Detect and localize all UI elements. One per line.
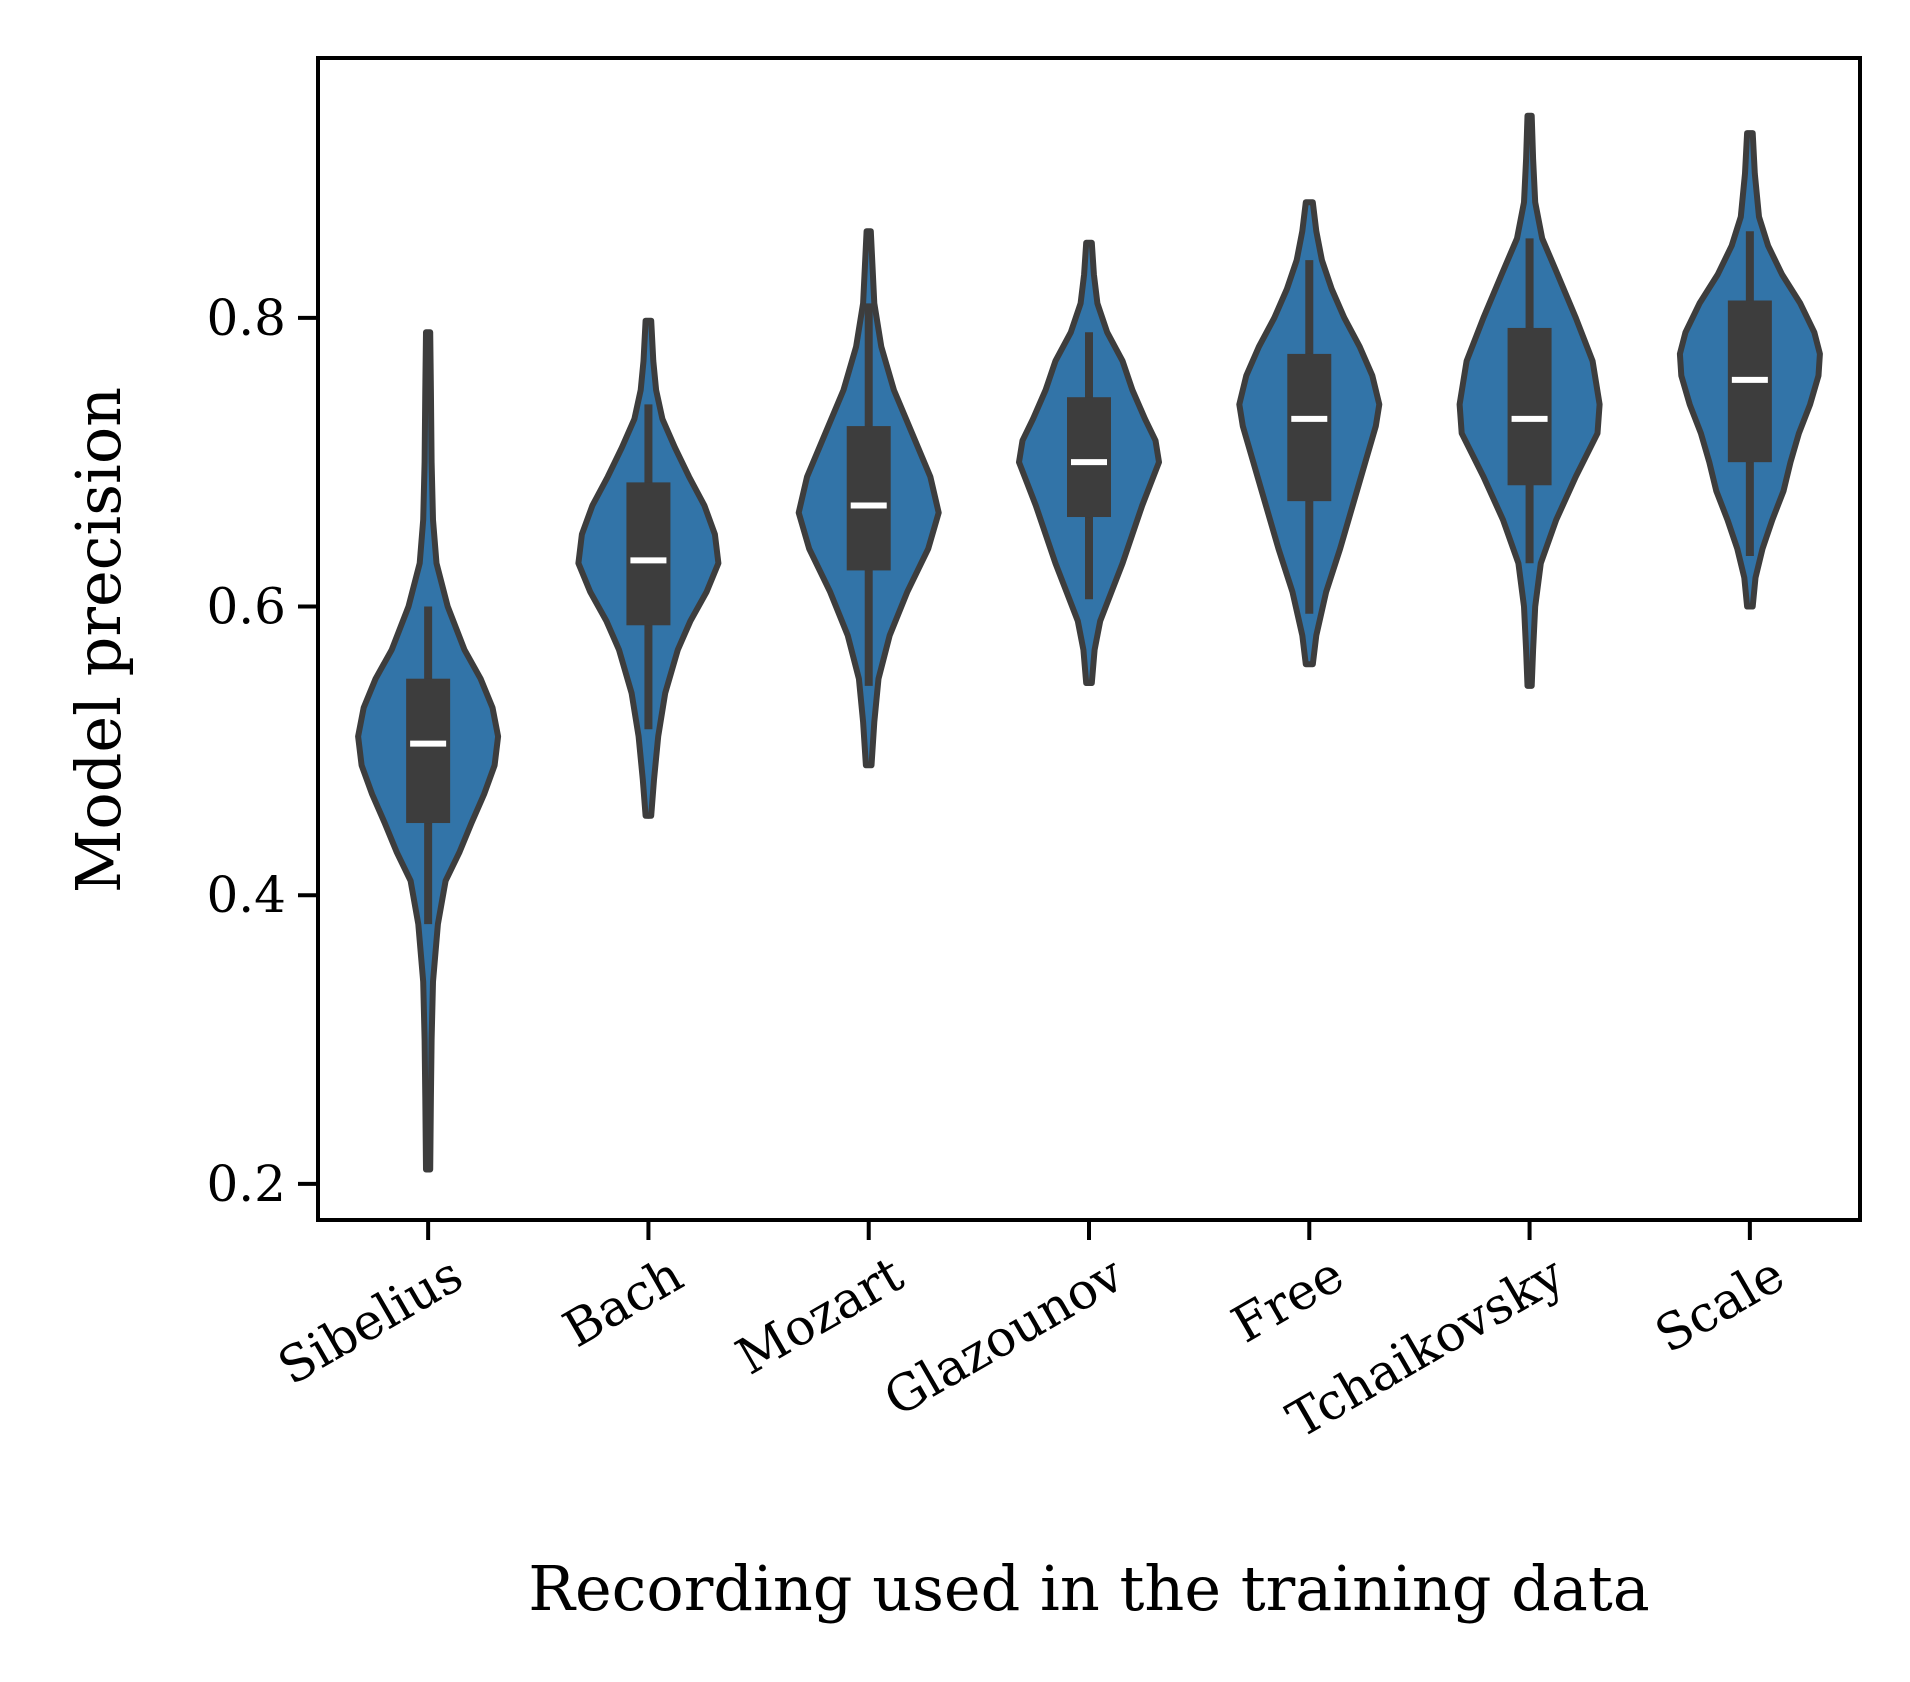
y-axis-title: Model precision bbox=[62, 387, 135, 893]
violin-iqr-box bbox=[626, 482, 671, 626]
violin-glazounov bbox=[1016, 239, 1162, 687]
y-tick-label: 0.8 bbox=[206, 289, 286, 347]
violin-tchaikovsky bbox=[1456, 112, 1603, 689]
violin-iqr-box bbox=[1067, 397, 1111, 518]
violin-scale bbox=[1676, 130, 1823, 610]
y-tick-label: 0.2 bbox=[206, 1155, 286, 1213]
violin-layer bbox=[355, 112, 1823, 1173]
y-tick-label: 0.6 bbox=[206, 578, 286, 636]
violin-bach bbox=[575, 317, 722, 819]
violin-mozart bbox=[795, 228, 942, 769]
violin-free bbox=[1236, 199, 1383, 668]
violin-sibelius bbox=[355, 329, 502, 1173]
y-tick-label: 0.4 bbox=[206, 866, 286, 924]
violin-iqr-box bbox=[1287, 353, 1332, 502]
violin-iqr-box bbox=[846, 426, 891, 571]
y-axis: 0.2 0.4 0.6 0.8 bbox=[206, 289, 318, 1213]
x-axis-title: Recording used in the training data bbox=[528, 1552, 1649, 1625]
violin-iqr-box bbox=[1507, 327, 1552, 486]
violin-iqr-box bbox=[406, 678, 451, 824]
